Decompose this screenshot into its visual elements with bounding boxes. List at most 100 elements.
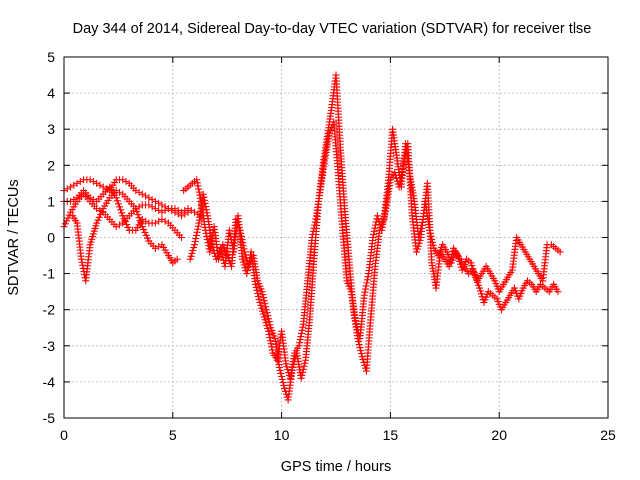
data-point-fill	[115, 203, 123, 211]
data-point-fill	[114, 200, 122, 208]
data-point-fill	[428, 238, 436, 246]
y-tick-label: -4	[43, 374, 56, 390]
data-point-fill	[102, 185, 110, 193]
data-point-fill	[204, 239, 212, 247]
data-point-fill	[195, 188, 203, 196]
data-point-fill	[123, 221, 131, 229]
data-point-fill	[193, 228, 201, 236]
data-point-fill	[259, 291, 267, 299]
data-point-fill	[396, 180, 404, 188]
data-point	[556, 248, 564, 256]
data-point	[454, 252, 462, 260]
data-point-fill	[115, 221, 123, 229]
data-point-fill	[265, 330, 273, 338]
data-point	[265, 327, 273, 335]
data-point	[178, 234, 186, 241]
data-point-fill	[203, 209, 211, 217]
data-point-fill	[381, 208, 389, 216]
data-point-fill	[148, 196, 156, 204]
data-point-fill	[265, 315, 273, 323]
data-point-fill	[380, 217, 388, 225]
data-point-fill	[416, 236, 424, 244]
data-point-fill	[161, 203, 169, 211]
data-point-fill	[142, 231, 150, 239]
data-point	[112, 194, 120, 202]
x-tick-label: 15	[383, 427, 399, 443]
data-point	[186, 255, 194, 263]
data-point	[238, 255, 246, 263]
series-track-b	[60, 176, 192, 220]
y-tick-label: -3	[43, 338, 56, 354]
data-point-fill	[181, 210, 189, 218]
data-point-fill	[266, 337, 274, 345]
data-point-fill	[65, 211, 73, 219]
data-point	[178, 212, 186, 220]
data-point-fill	[374, 215, 382, 223]
data-point-fill	[120, 215, 128, 223]
data-point-fill	[476, 287, 484, 295]
data-point-fill	[191, 238, 199, 246]
data-point	[93, 179, 101, 187]
data-point-fill	[203, 236, 211, 244]
data-point	[151, 205, 159, 213]
data-point-fill	[193, 179, 201, 187]
data-point-fill	[399, 164, 407, 172]
data-point-fill	[254, 289, 262, 297]
data-point-fill	[414, 242, 422, 250]
data-point	[554, 288, 562, 296]
data-point-fill	[260, 297, 268, 305]
data-point-fill	[278, 372, 286, 380]
data-point-fill	[378, 223, 386, 231]
data-point-fill	[96, 181, 104, 189]
data-point-fill	[309, 230, 317, 238]
data-point-fill	[78, 258, 86, 266]
data-point-fill	[264, 312, 272, 320]
data-point-fill	[202, 203, 210, 211]
data-point-fill	[262, 319, 270, 327]
data-point-fill	[297, 329, 305, 337]
data-point-fill	[310, 224, 318, 232]
data-point-fill	[268, 343, 276, 351]
data-point	[413, 248, 421, 256]
y-tick-label: 4	[47, 85, 55, 101]
data-point-fill	[429, 241, 437, 249]
x-tick-label: 10	[274, 427, 290, 443]
data-point	[151, 197, 159, 205]
data-point-fill	[259, 294, 267, 302]
data-point-fill	[121, 218, 129, 226]
data-point-fill	[356, 344, 364, 352]
data-point-fill	[192, 235, 200, 243]
data-point-fill	[194, 222, 202, 230]
data-point-fill	[363, 279, 371, 287]
data-point	[158, 208, 166, 216]
y-tick-label: 3	[47, 121, 55, 137]
data-point	[395, 183, 403, 191]
data-point-fill	[370, 230, 378, 238]
data-point-fill	[155, 206, 163, 214]
data-point	[193, 176, 201, 184]
data-point-fill	[124, 223, 132, 231]
data-point-fill	[195, 185, 203, 193]
data-point	[369, 234, 377, 241]
y-tick-label: 2	[47, 157, 55, 173]
data-point-fill	[276, 366, 284, 374]
data-point-fill	[244, 263, 252, 271]
data-point	[360, 291, 368, 299]
data-point-fill	[354, 338, 362, 346]
data-point-fill	[148, 203, 156, 211]
data-point-fill	[95, 213, 103, 221]
data-point	[119, 176, 127, 184]
data-point-fill	[299, 365, 307, 373]
data-point-fill	[355, 341, 363, 349]
data-point	[173, 255, 181, 263]
data-point	[184, 208, 192, 216]
data-point	[295, 342, 303, 350]
data-point	[217, 244, 225, 252]
data-point-fill	[267, 340, 275, 348]
data-point-fill	[279, 379, 287, 387]
data-point-fill	[309, 227, 317, 235]
data-point-fill	[155, 217, 163, 225]
series-track-a	[60, 190, 205, 231]
data-point-fill	[258, 304, 266, 312]
data-point-fill	[202, 206, 210, 214]
